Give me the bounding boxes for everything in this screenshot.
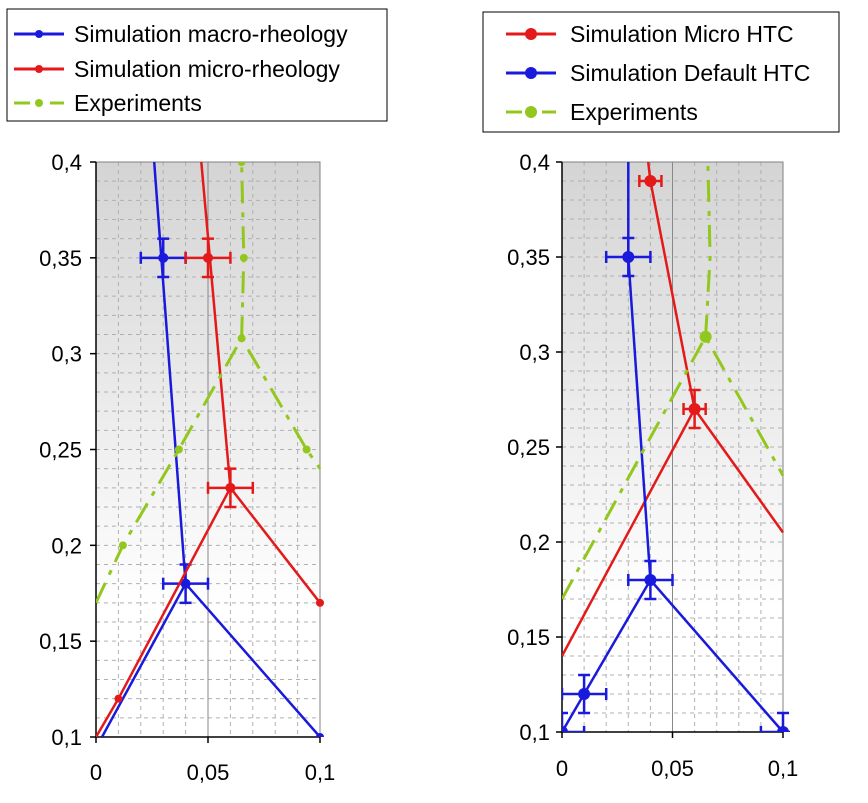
data-point [316,598,324,607]
series-2 [96,162,322,604]
data-point [180,578,191,589]
legend-box [6,8,388,122]
legend-marker [35,99,43,107]
y-tick-label: 0,1 [519,720,550,745]
y-tick-label: 0,1 [51,725,82,750]
legend-label: Simulation macro-rheology [74,21,348,47]
x-tick-label: 0,05 [651,756,694,781]
y-tick-label: 0,3 [519,340,550,365]
error-bar [604,236,652,278]
x-tick-label: 0,1 [768,756,799,781]
error-bar [627,559,674,601]
series-0 [562,162,785,657]
legend-item: Experiments [14,90,202,116]
error-bar [638,175,663,187]
data-point [578,688,591,700]
legend: Simulation macro-rheology Simulation micr… [6,8,388,122]
series-1 [562,162,790,732]
legend-marker [35,65,43,73]
x-tick-label: 0,05 [187,760,230,785]
legend-marker [525,28,537,40]
data-point [239,253,248,262]
legend-marker [525,67,537,79]
y-tick-label: 0,25 [507,435,550,460]
legend-label: Experiments [570,99,698,125]
y-tick-label: 0,3 [51,342,82,367]
data-point [237,162,246,166]
series-1 [96,162,324,737]
data-point [118,541,127,550]
data-point [562,726,568,732]
series-layer [562,162,790,732]
x-tick-label: 0 [556,756,568,781]
y-tick-label: 0,2 [51,533,82,558]
right-chart: 0,1 0,15 0,2 0,25 0,3 0,35 0,4 0 0,05 0,1 Simulati… [482,11,840,781]
data-point [174,445,183,454]
data-point [158,252,169,263]
series-line [96,162,321,737]
legend-item: Simulation micro-rheology [14,56,340,82]
data-point [203,252,213,263]
legend-label: Simulation micro-rheology [74,56,340,82]
y-tick-label: 0,35 [507,245,550,270]
data-point [644,175,657,187]
legend-item: Simulation macro-rheology [14,21,348,47]
data-point [316,733,324,737]
legend-label: Simulation Micro HTC [570,21,794,47]
data-point [237,334,246,343]
y-tick-label: 0,25 [39,438,82,463]
error-bar [682,388,707,430]
y-tick-label: 0,15 [507,625,550,650]
legend-item: Simulation Default HTC [506,60,810,86]
series-2 [562,162,785,600]
error-bar [562,673,608,715]
y-tick-label: 0,35 [39,246,82,271]
error-bar [759,711,790,732]
y-tick-label: 0,15 [39,629,82,654]
data-point [644,574,657,586]
error-bar [161,563,210,605]
legend-marker [35,30,43,38]
y-tick-label: 0,2 [519,530,550,555]
data-point [622,251,635,263]
y-tick-label: 0,4 [519,150,550,175]
data-point [699,330,712,343]
left-chart: 0,1 0,15 0,2 0,25 0,3 0,35 0,4 0 0,05 0,1 Simulati… [6,8,388,785]
data-point [777,726,789,732]
legend-item: Simulation Micro HTC [506,21,794,47]
legend: Simulation Micro HTC Simulation Default H… [482,11,840,133]
x-tick-label: 0 [90,760,102,785]
error-bar [206,467,255,509]
data-point [302,445,311,454]
error-bar [562,711,586,732]
data-point [114,694,123,703]
legend-item: Experiments [506,99,698,125]
legend-marker [525,106,537,118]
x-tick-label: 0,1 [305,760,336,785]
legend-label: Simulation Default HTC [570,60,810,86]
grid [562,162,783,732]
error-bar [184,237,232,279]
series-layer [96,162,324,737]
series-0 [100,162,324,737]
y-tick-label: 0,4 [51,150,82,175]
data-point [688,403,701,415]
data-point [225,482,236,493]
legend-label: Experiments [74,90,202,116]
